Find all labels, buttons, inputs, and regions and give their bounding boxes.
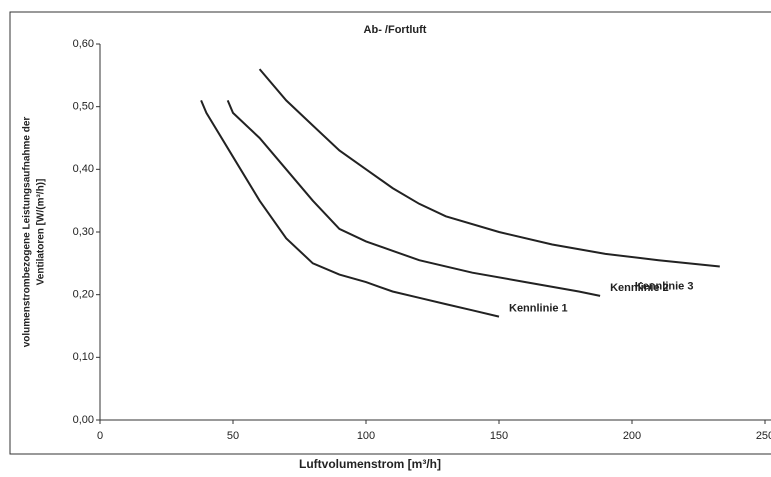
- x-tick-label: 0: [97, 430, 103, 442]
- chart-frame: [9, 11, 771, 455]
- series-label: Kennlinie 3: [635, 280, 694, 292]
- x-tick-label: 100: [357, 430, 375, 442]
- x-tick-label: 250: [756, 430, 771, 442]
- y-axis-label: Ventilatoren [W/(m³/h)]: [36, 179, 47, 286]
- line: [258, 68, 720, 268]
- chart-title: Ab- /Fortluft: [364, 24, 427, 36]
- x-tick-label: 200: [623, 430, 641, 442]
- y-tick-label: 0,20: [73, 289, 94, 301]
- y-tick-label: 0,40: [73, 163, 94, 175]
- y-tick-label: 0,60: [73, 38, 94, 50]
- y-axis-label: volumenstrombezogene Leistungsaufnahme d…: [22, 117, 33, 348]
- y-tick-label: 0,10: [73, 351, 94, 363]
- x-tick-label: 150: [490, 430, 508, 442]
- x-tick-label: 50: [227, 430, 239, 442]
- y-tick-label: 0,50: [73, 101, 94, 113]
- y-tick-label: 0,30: [73, 226, 94, 238]
- x-axis-label: Luftvolumenstrom [m³/h]: [299, 457, 441, 471]
- series-label: Kennlinie 1: [509, 303, 568, 315]
- line: [200, 100, 500, 318]
- y-tick-label: 0,00: [73, 414, 94, 426]
- line: [226, 100, 601, 297]
- series-label: Kennlinie 2: [610, 282, 669, 294]
